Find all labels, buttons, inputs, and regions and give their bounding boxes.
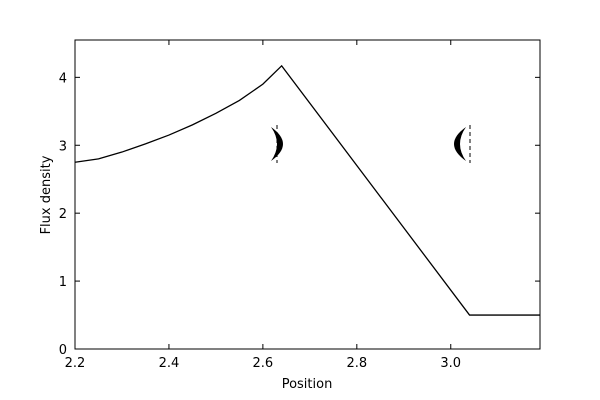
lens-shape <box>454 127 466 161</box>
y-axis-label: Flux density <box>39 155 54 234</box>
x-tick-label: 2.8 <box>346 356 367 371</box>
x-tick-label: 2.4 <box>159 356 180 371</box>
lens-2 <box>454 125 471 163</box>
y-tick-label: 1 <box>59 275 67 290</box>
x-tick-label: 2.6 <box>253 356 274 371</box>
lens-shape <box>271 127 283 161</box>
y-tick-label: 0 <box>59 343 67 358</box>
y-tick-label: 3 <box>59 139 67 154</box>
plot-frame <box>74 39 541 350</box>
x-tick-label: 2.2 <box>65 356 86 371</box>
x-axis-label: Position <box>282 377 333 392</box>
x-tick-label: 3.0 <box>440 356 461 371</box>
lens-1 <box>271 125 283 163</box>
data-line <box>74 64 540 316</box>
y-tick-label: 2 <box>59 207 67 222</box>
y-tick-label: 4 <box>59 71 67 86</box>
